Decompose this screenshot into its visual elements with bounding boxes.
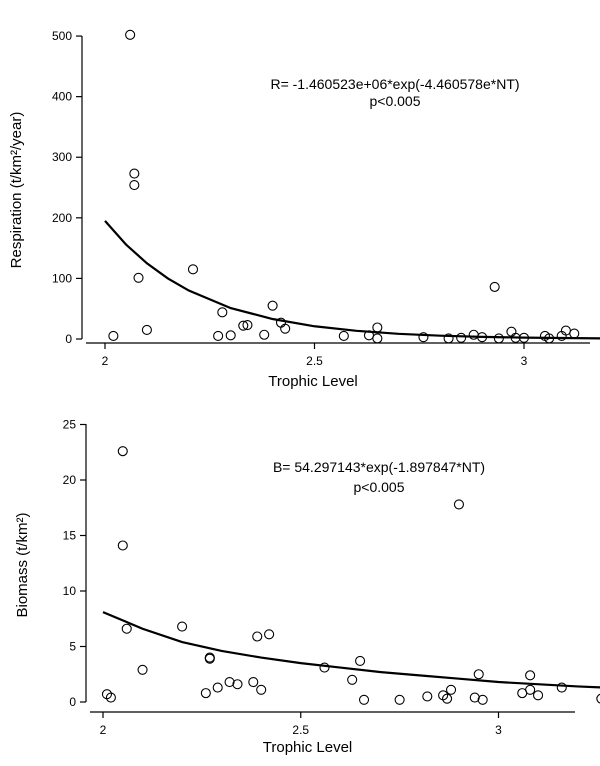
biomass-data-point: [121, 623, 132, 634]
biomass-x-tick-label: 2: [100, 723, 107, 737]
biomass-data-point: [453, 499, 465, 510]
respiration-data-point: [259, 329, 270, 340]
biomass-data-point: [200, 688, 211, 699]
respiration-data-point: [125, 29, 136, 40]
biomass-equation-label: B= 54.297143*exp(-1.897847*NT): [273, 459, 485, 475]
biomass-data-point: [224, 676, 235, 688]
biomass-data-point: [355, 655, 366, 666]
biomass-data-point: [442, 693, 453, 704]
respiration-p-value-label: p<0.005: [370, 93, 421, 109]
biomass-x-tick-label: 2.5: [292, 723, 309, 737]
respiration-equation-label: R= -1.460523e+06*exp(-4.460578e*NT): [270, 76, 519, 92]
respiration-data-point: [456, 332, 467, 343]
respiration-y-tick-label: 300: [52, 150, 72, 164]
biomass-data-point: [256, 684, 267, 695]
biomass-data-point: [264, 629, 275, 640]
respiration-data-point: [129, 168, 140, 179]
respiration-data-point: [141, 324, 152, 335]
respiration-data-point: [544, 333, 555, 344]
respiration-fit-curve: [104, 220, 600, 340]
respiration-x-axis-title: Trophic Level: [268, 373, 358, 390]
biomass-data-point: [394, 694, 405, 705]
respiration-x-tick-label: 2: [102, 354, 109, 368]
respiration-data-point: [418, 332, 429, 343]
respiration-data-point: [506, 326, 517, 337]
biomass-y-axis-title: Biomass (t/km²): [14, 512, 31, 617]
respiration-y-tick-label: 400: [52, 90, 72, 104]
biomass-data-point: [105, 692, 116, 703]
biomass-data-point: [252, 631, 263, 642]
respiration-data-point: [280, 323, 291, 334]
respiration-y-tick-label: 0: [65, 332, 72, 346]
biomass-data-point: [212, 682, 223, 693]
respiration-data-point: [510, 332, 521, 343]
biomass-data-point: [232, 679, 243, 690]
biomass-data-point: [473, 669, 484, 680]
biomass-data-point: [525, 670, 536, 681]
biomass-data-point: [319, 662, 330, 673]
respiration-data-point: [372, 333, 383, 344]
respiration-data-point: [187, 264, 199, 275]
biomass-y-tick-label: 25: [63, 418, 77, 432]
biomass-y-tick-label: 15: [63, 529, 77, 543]
respiration-data-point: [338, 330, 349, 342]
biomass-data-point: [477, 694, 488, 705]
respiration-data-point: [477, 332, 488, 343]
respiration-data-point: [468, 329, 479, 340]
biomass-data-point: [177, 621, 188, 632]
biomass-p-value-label: p<0.005: [354, 479, 405, 495]
respiration-y-tick-label: 100: [52, 271, 72, 285]
respiration-panel: 22.533.540100200300400500Trophic LevelRe…: [8, 29, 600, 390]
biomass-data-point: [248, 676, 259, 688]
respiration-data-point: [267, 300, 278, 311]
biomass-y-tick-label: 5: [69, 640, 76, 654]
respiration-data-point: [242, 320, 253, 331]
respiration-x-tick-label: 2.5: [306, 354, 323, 368]
respiration-data-point: [213, 330, 224, 342]
biomass-data-point: [445, 684, 457, 695]
biomass-data-point: [532, 690, 544, 701]
respiration-y-tick-label: 200: [52, 211, 72, 225]
respiration-data-point: [372, 322, 383, 333]
biomass-y-tick-label: 10: [63, 584, 77, 598]
biomass-data-point: [422, 691, 433, 702]
biomass-data-point: [596, 693, 600, 704]
respiration-data-point: [443, 333, 454, 344]
respiration-data-point: [518, 332, 530, 343]
respiration-data-point: [225, 330, 236, 341]
biomass-panel: 22.533.540510152025Trophic LevelBiomass …: [14, 418, 600, 756]
biomass-x-axis-title: Trophic Level: [263, 739, 353, 756]
biomass-data-point: [556, 682, 567, 693]
respiration-data-point: [217, 307, 228, 318]
biomass-data-point: [469, 692, 480, 703]
biomass-data-point: [204, 652, 215, 663]
biomass-data-point: [117, 540, 128, 551]
respiration-x-tick-label: 3: [521, 354, 528, 368]
respiration-data-point: [129, 180, 140, 191]
respiration-data-point: [489, 281, 500, 292]
respiration-y-axis-title: Respiration (t/km²/year): [8, 112, 25, 269]
respiration-data-point: [133, 272, 144, 283]
biomass-data-point: [137, 664, 148, 675]
respiration-data-point: [108, 330, 119, 342]
biomass-data-point: [525, 684, 536, 695]
respiration-data-point: [569, 328, 580, 339]
biomass-y-tick-label: 20: [63, 473, 77, 487]
biomass-data-point: [347, 674, 358, 685]
biomass-data-point: [358, 694, 370, 705]
biomass-data-point: [117, 446, 128, 457]
respiration-data-point: [238, 320, 249, 331]
biomass-y-tick-label: 0: [69, 695, 76, 709]
biomass-x-tick-label: 3: [495, 723, 502, 737]
respiration-data-point: [493, 333, 504, 344]
respiration-y-tick-label: 500: [52, 29, 72, 43]
biomass-fit-curve: [102, 611, 600, 689]
